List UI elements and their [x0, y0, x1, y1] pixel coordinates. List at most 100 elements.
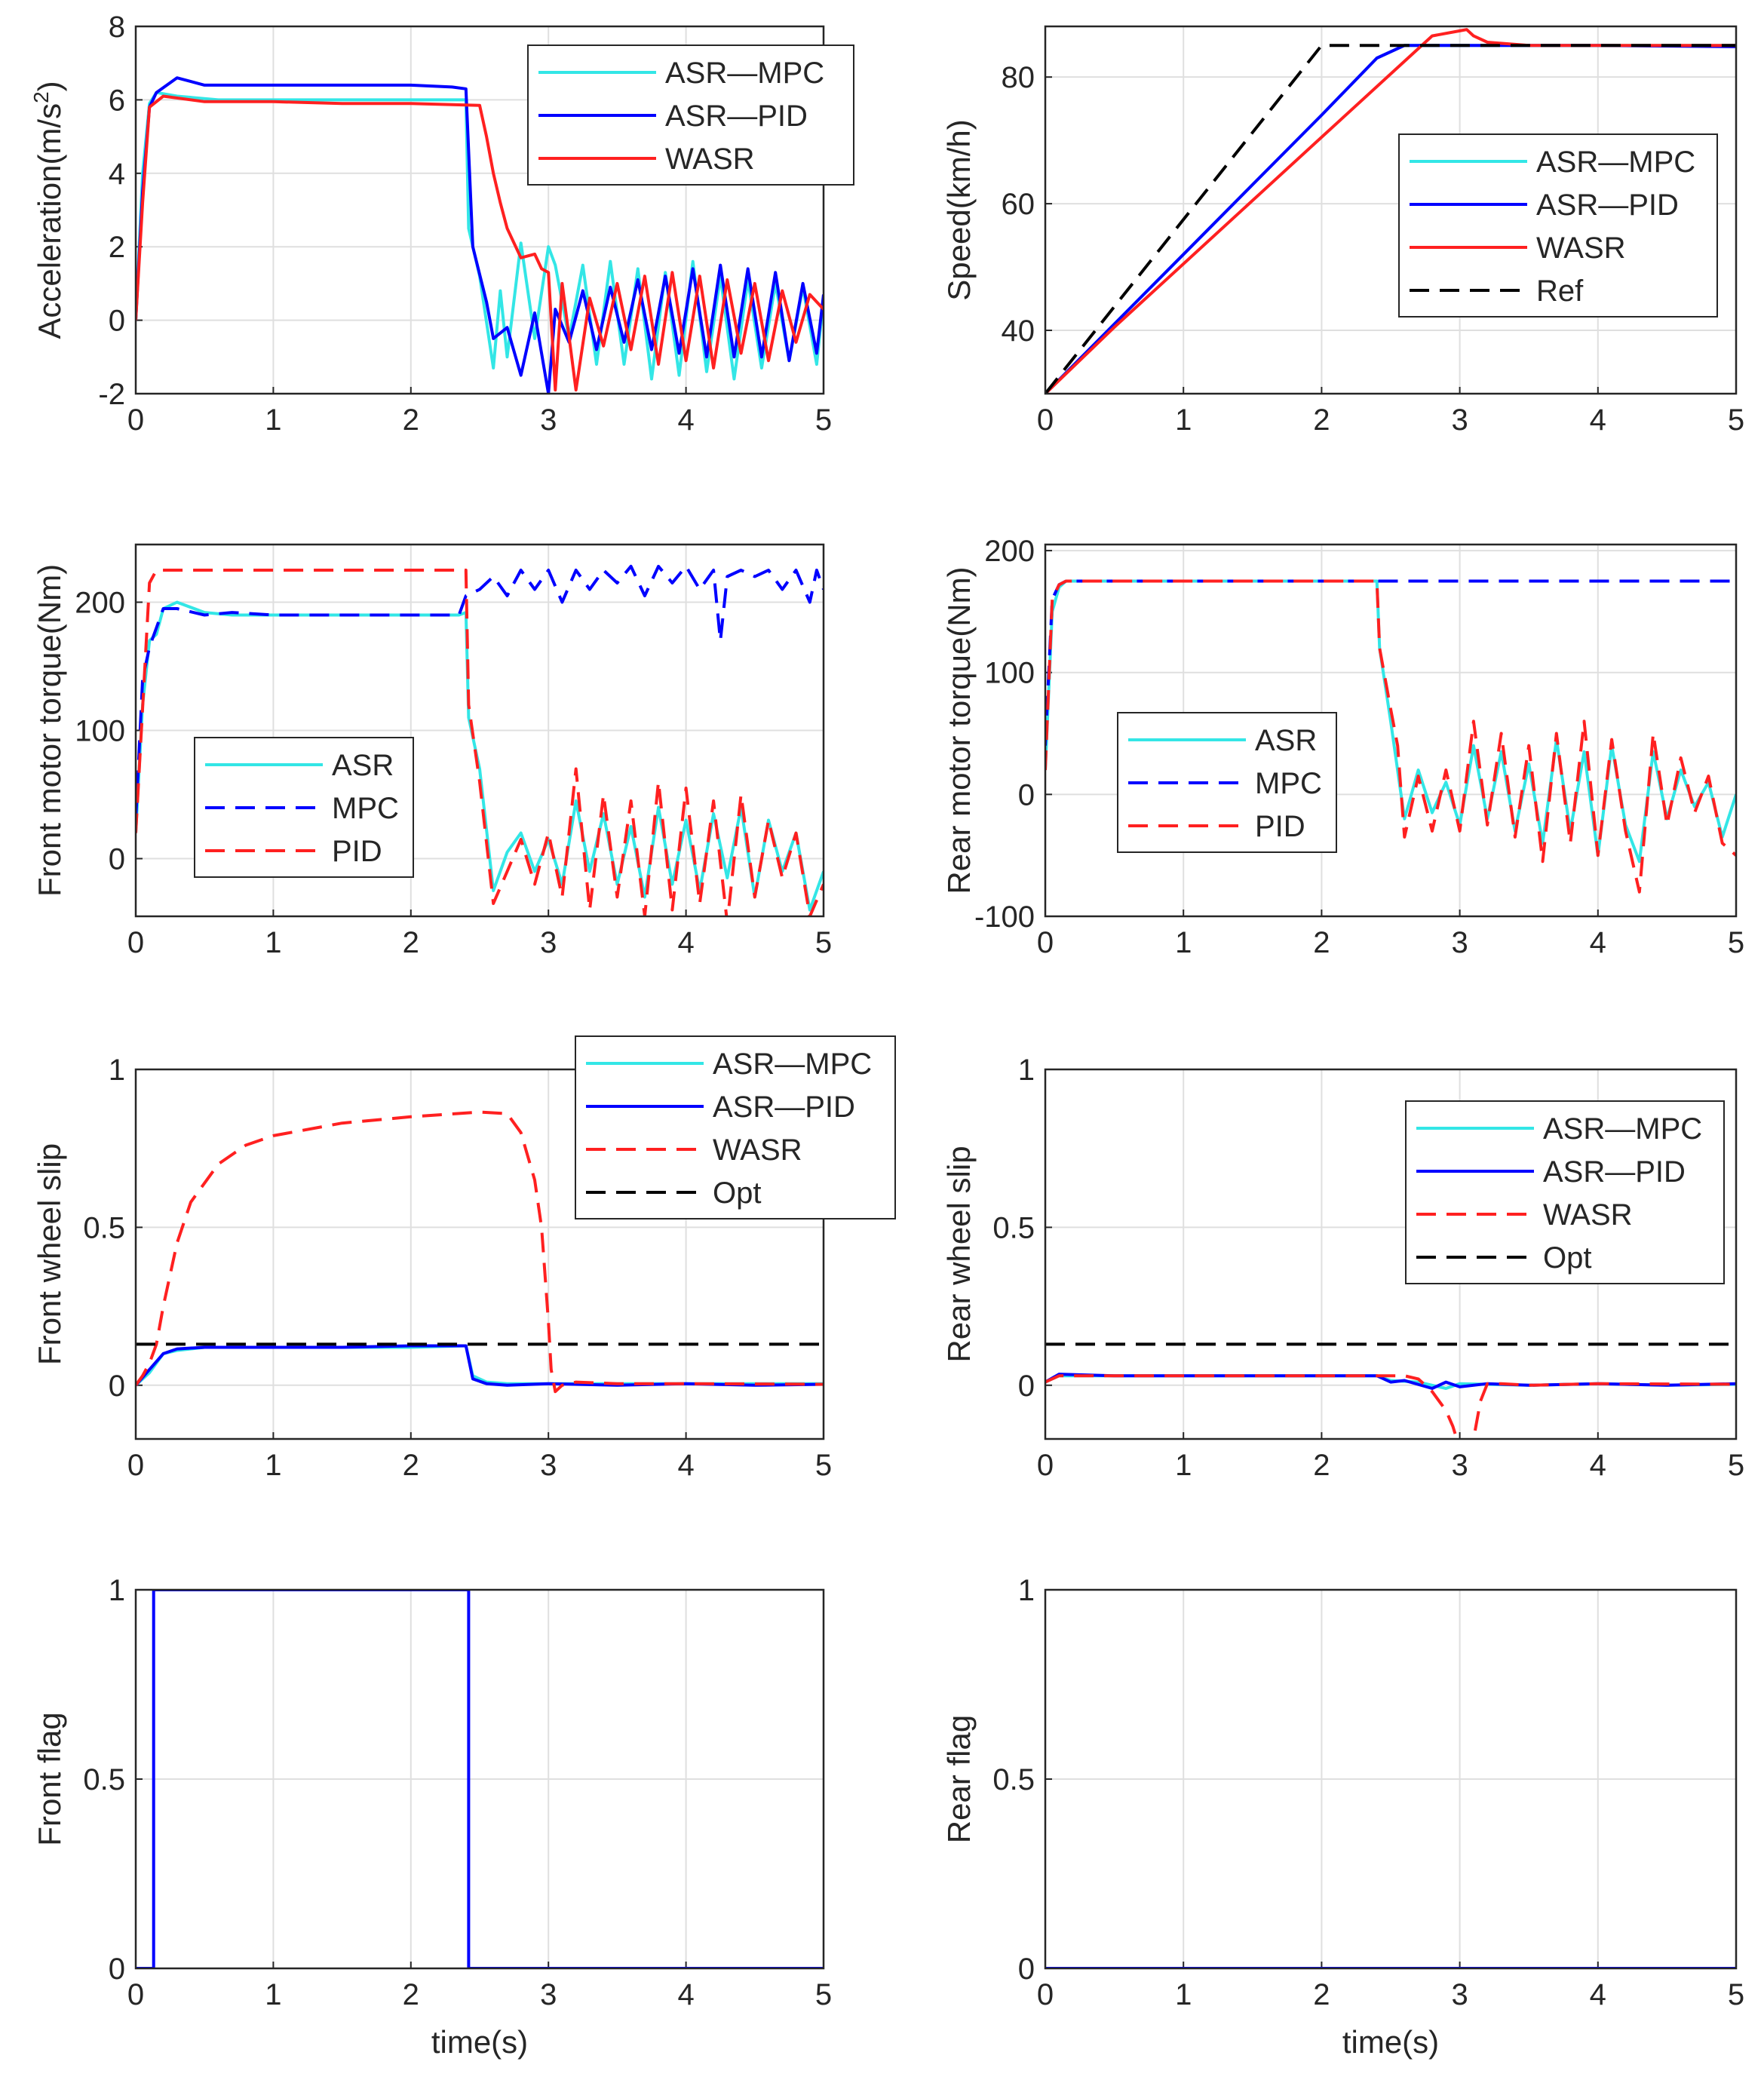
x-tick-label: 3: [1451, 403, 1468, 437]
legend-entry-label: PID: [1255, 810, 1305, 843]
axes-frame: [134, 543, 825, 918]
x-tick-label: 1: [265, 1978, 281, 2011]
y-tick-label: 0: [1018, 1370, 1035, 1403]
x-tick-label: 0: [127, 1978, 144, 2011]
y-tick-label: 0: [1018, 778, 1035, 811]
series-line-wasr: [136, 94, 824, 392]
x-tick-label: 0: [127, 403, 144, 437]
x-tick-label: 0: [1037, 1449, 1054, 1482]
legend-entry-label: Opt: [713, 1177, 761, 1210]
y-axis-label: Front motor torque(Nm): [32, 564, 67, 897]
y-tick-label: -100: [974, 900, 1035, 934]
x-tick-label: 4: [1590, 926, 1606, 959]
series-line-asr-pid: [1045, 1373, 1736, 1390]
y-tick-label: 0: [109, 1370, 125, 1403]
x-tick-label: 1: [265, 926, 281, 959]
y-tick-label: 0: [109, 1953, 125, 1986]
legend-entry-label: ASR—MPC: [665, 57, 824, 90]
x-tick-label: 3: [1451, 926, 1468, 959]
y-tick-label: 100: [75, 715, 125, 748]
y-tick-label: 6: [109, 84, 125, 117]
y-tick-label: 0.5: [992, 1763, 1035, 1796]
legend: ASR MPC PID: [194, 737, 414, 878]
x-tick-label: 3: [1451, 1978, 1468, 2011]
x-tick-label: 2: [403, 1449, 419, 1482]
y-axis-label: Acceleration(m/s2): [29, 81, 67, 339]
y-tick-label: -2: [98, 378, 125, 411]
y-axis-label-main: Acceleration(m/s: [32, 103, 67, 339]
y-tick-label: 60: [1002, 188, 1035, 221]
x-tick-label: 2: [1313, 1978, 1330, 2011]
y-axis-label: Front flag: [32, 1712, 67, 1845]
legend-entry-label: ASR—MPC: [1536, 146, 1695, 179]
x-tick-label: 4: [1590, 1449, 1606, 1482]
x-tick-label: 4: [677, 403, 694, 437]
legend-entry-label: ASR: [1255, 724, 1317, 757]
legend-entry-label: ASR—MPC: [1543, 1112, 1702, 1146]
legend-entry-label: WASR: [1543, 1198, 1633, 1232]
x-axis-label: time(s): [431, 2024, 528, 2060]
axes-frame: [134, 1588, 825, 1970]
chart-panel-speed: 0 1 2 3 4 5 40 60 80 Speed(km/h) ASR—MPC ASR—PID WAS…: [941, 25, 1744, 437]
y-tick-label: 0: [109, 305, 125, 338]
y-axis-label: Rear flag: [941, 1715, 977, 1843]
legend-entry-label: Ref: [1536, 275, 1584, 308]
x-tick-label: 2: [403, 403, 419, 437]
legend-box: [1398, 133, 1718, 318]
series-line-mpc: [136, 564, 824, 821]
y-tick-label: 100: [984, 657, 1035, 690]
x-tick-label: 0: [1037, 403, 1054, 437]
legend-entry-label: ASR—PID: [665, 100, 808, 133]
legend-entry-label: MPC: [332, 792, 399, 825]
chart-panel-fflag: 0 1 2 3 4 5 0 0.5 1 Front flag time(s): [32, 1574, 832, 2060]
legend-entry-label: MPC: [1255, 767, 1322, 800]
x-tick-label: 3: [540, 926, 557, 959]
x-tick-label: 3: [540, 403, 557, 437]
chart-panel-rslip: 0 1 2 3 4 5 0 0.5 1 Rear wheel slip ASR—MPC ASR—PID…: [941, 1054, 1744, 1482]
y-tick-label: 0.5: [992, 1211, 1035, 1244]
axes-frame: [1044, 25, 1738, 395]
x-tick-label: 1: [265, 1449, 281, 1482]
legend-box: [575, 1035, 896, 1219]
legend-entry-label: ASR: [332, 749, 394, 782]
axes-frame: [134, 25, 825, 395]
x-tick-label: 1: [1175, 403, 1192, 437]
y-tick-label: 1: [109, 1574, 125, 1607]
x-tick-label: 1: [1175, 926, 1192, 959]
y-tick-label: 0.5: [83, 1211, 125, 1244]
y-axis-label: Front wheel slip: [32, 1143, 67, 1365]
y-tick-label: 0: [109, 843, 125, 876]
x-tick-label: 2: [403, 1978, 419, 2011]
legend-entry-label: Opt: [1543, 1241, 1591, 1275]
x-tick-label: 2: [403, 926, 419, 959]
legend: ASR—MPC ASR—PID WASR: [527, 44, 854, 186]
series-line-wasr: [1045, 1374, 1736, 1439]
x-tick-label: 0: [127, 926, 144, 959]
x-axis-label: time(s): [1342, 2024, 1439, 2060]
legend-entry-label: ASR—PID: [1536, 189, 1679, 222]
y-tick-label: 1: [109, 1054, 125, 1087]
series-line-pid: [136, 569, 824, 916]
chart-panel-rflag: 0 1 2 3 4 5 0 0.5 1 Rear flag time(s): [941, 1574, 1744, 2060]
x-tick-label: 4: [677, 1978, 694, 2011]
x-tick-label: 3: [540, 1978, 557, 2011]
x-tick-label: 2: [1313, 926, 1330, 959]
y-tick-label: 0: [1018, 1953, 1035, 1986]
y-axis-label: Speed(km/h): [941, 119, 977, 300]
axes-frame: [1044, 1588, 1738, 1970]
legend: ASR—MPC ASR—PID WASR Opt: [575, 1035, 896, 1219]
x-tick-label: 4: [1590, 1978, 1606, 2011]
x-tick-label: 3: [1451, 1449, 1468, 1482]
y-tick-label: 200: [984, 535, 1035, 568]
y-axis-label: Rear wheel slip: [941, 1146, 977, 1362]
series-line-ref: [1045, 44, 1736, 394]
y-tick-label: 4: [109, 158, 125, 191]
y-axis-label-end: ): [32, 81, 67, 91]
y-tick-label: 8: [109, 11, 125, 44]
legend-entry-label: ASR—PID: [713, 1091, 855, 1124]
x-tick-label: 5: [815, 926, 832, 959]
x-tick-label: 5: [1728, 926, 1744, 959]
